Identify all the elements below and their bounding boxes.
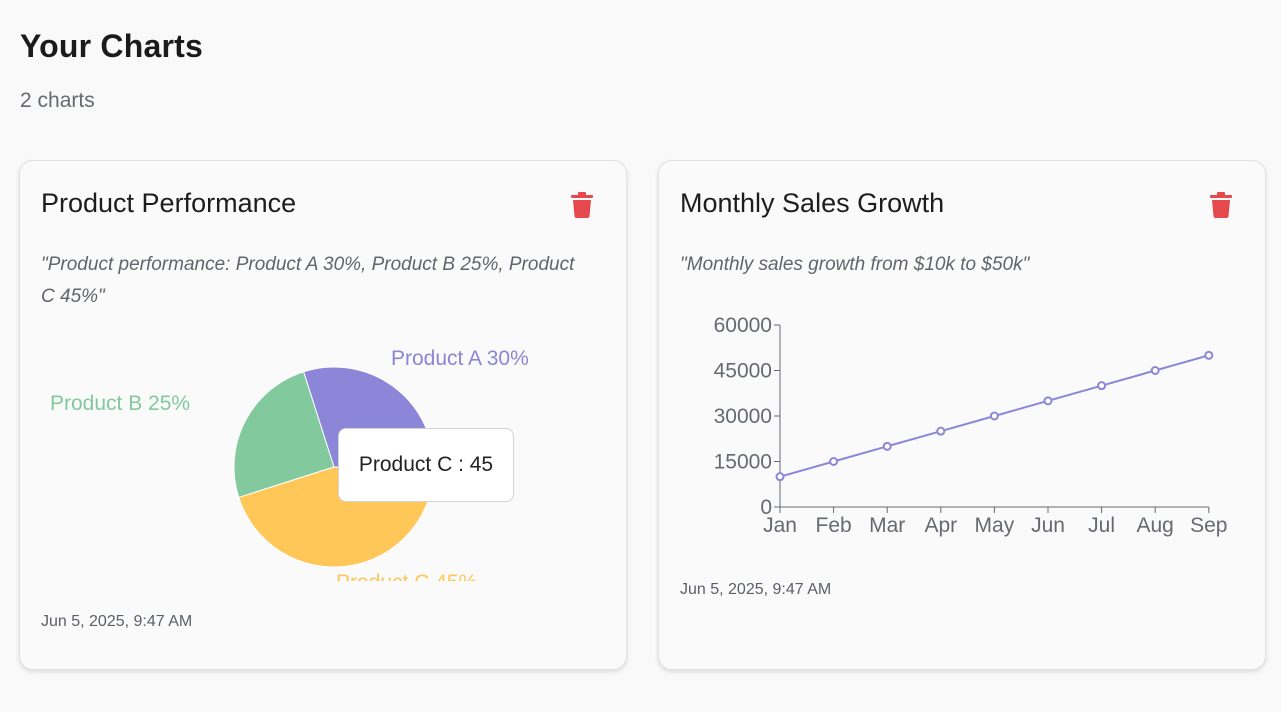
data-point[interactable] — [936, 426, 946, 436]
card-title: Product Performance — [41, 188, 297, 218]
line-chart: 0 15000 30000 45000 60000 Jan Feb Mar Apr May Jun J… — [714, 314, 1228, 537]
chart-prompt: "Product performance: Product A 30%, Pro… — [41, 254, 575, 307]
pie-slices — [233, 366, 435, 568]
pie-label-product-b: Product B 25% — [50, 392, 190, 415]
chart-tooltip: Product C : 45 — [338, 428, 514, 502]
pie-label-product-c: Product C 45% — [336, 571, 477, 581]
data-point[interactable] — [882, 441, 892, 451]
chart-prompt: "Monthly sales growth from $10k to $50k" — [680, 254, 1030, 275]
trash-icon — [571, 192, 593, 218]
pie-chart: Product A 30% Product B 25% Product C 45% — [50, 347, 529, 581]
page-title: Your Charts — [20, 28, 203, 64]
y-tick-label: 60000 — [714, 314, 772, 337]
x-tick-label: Mar — [869, 514, 905, 537]
data-point[interactable] — [829, 457, 839, 466]
pie-label-product-a: Product A 30% — [391, 347, 529, 370]
chart-count: 2 charts — [20, 89, 95, 112]
data-point[interactable] — [1204, 350, 1214, 360]
card-title: Monthly Sales Growth — [680, 188, 945, 218]
chart-card-product-performance: Product Performance "Product performance… — [19, 160, 627, 670]
x-tick-label: Apr — [924, 514, 957, 537]
delete-chart-button[interactable] — [571, 192, 593, 218]
y-tick-label: 45000 — [714, 360, 772, 383]
data-point[interactable] — [989, 411, 999, 421]
delete-chart-button[interactable] — [1210, 192, 1232, 218]
y-tick-label: 15000 — [714, 451, 772, 474]
x-tick-label: May — [975, 514, 1015, 537]
chart-date: Jun 5, 2025, 9:47 AM — [680, 581, 832, 598]
trash-icon — [1210, 192, 1232, 218]
x-tick-label: Jul — [1088, 514, 1115, 537]
x-tick-label: Aug — [1137, 514, 1174, 537]
x-tick-label: Sep — [1190, 514, 1227, 537]
data-point[interactable] — [1097, 381, 1107, 391]
chart-card-monthly-sales: Monthly Sales Growth "Monthly sales grow… — [658, 160, 1266, 670]
y-tick-label: 0 — [760, 496, 772, 519]
data-point[interactable] — [775, 472, 785, 482]
x-tick-label: Jan — [763, 514, 797, 537]
pie-slice-product-b[interactable] — [233, 371, 335, 499]
data-point[interactable] — [1043, 396, 1053, 406]
data-point[interactable] — [1150, 366, 1160, 375]
y-tick-label: 30000 — [714, 405, 772, 428]
x-tick-label: Feb — [816, 514, 852, 537]
x-tick-label: Jun — [1031, 514, 1065, 537]
chart-date: Jun 5, 2025, 9:47 AM — [41, 613, 193, 630]
